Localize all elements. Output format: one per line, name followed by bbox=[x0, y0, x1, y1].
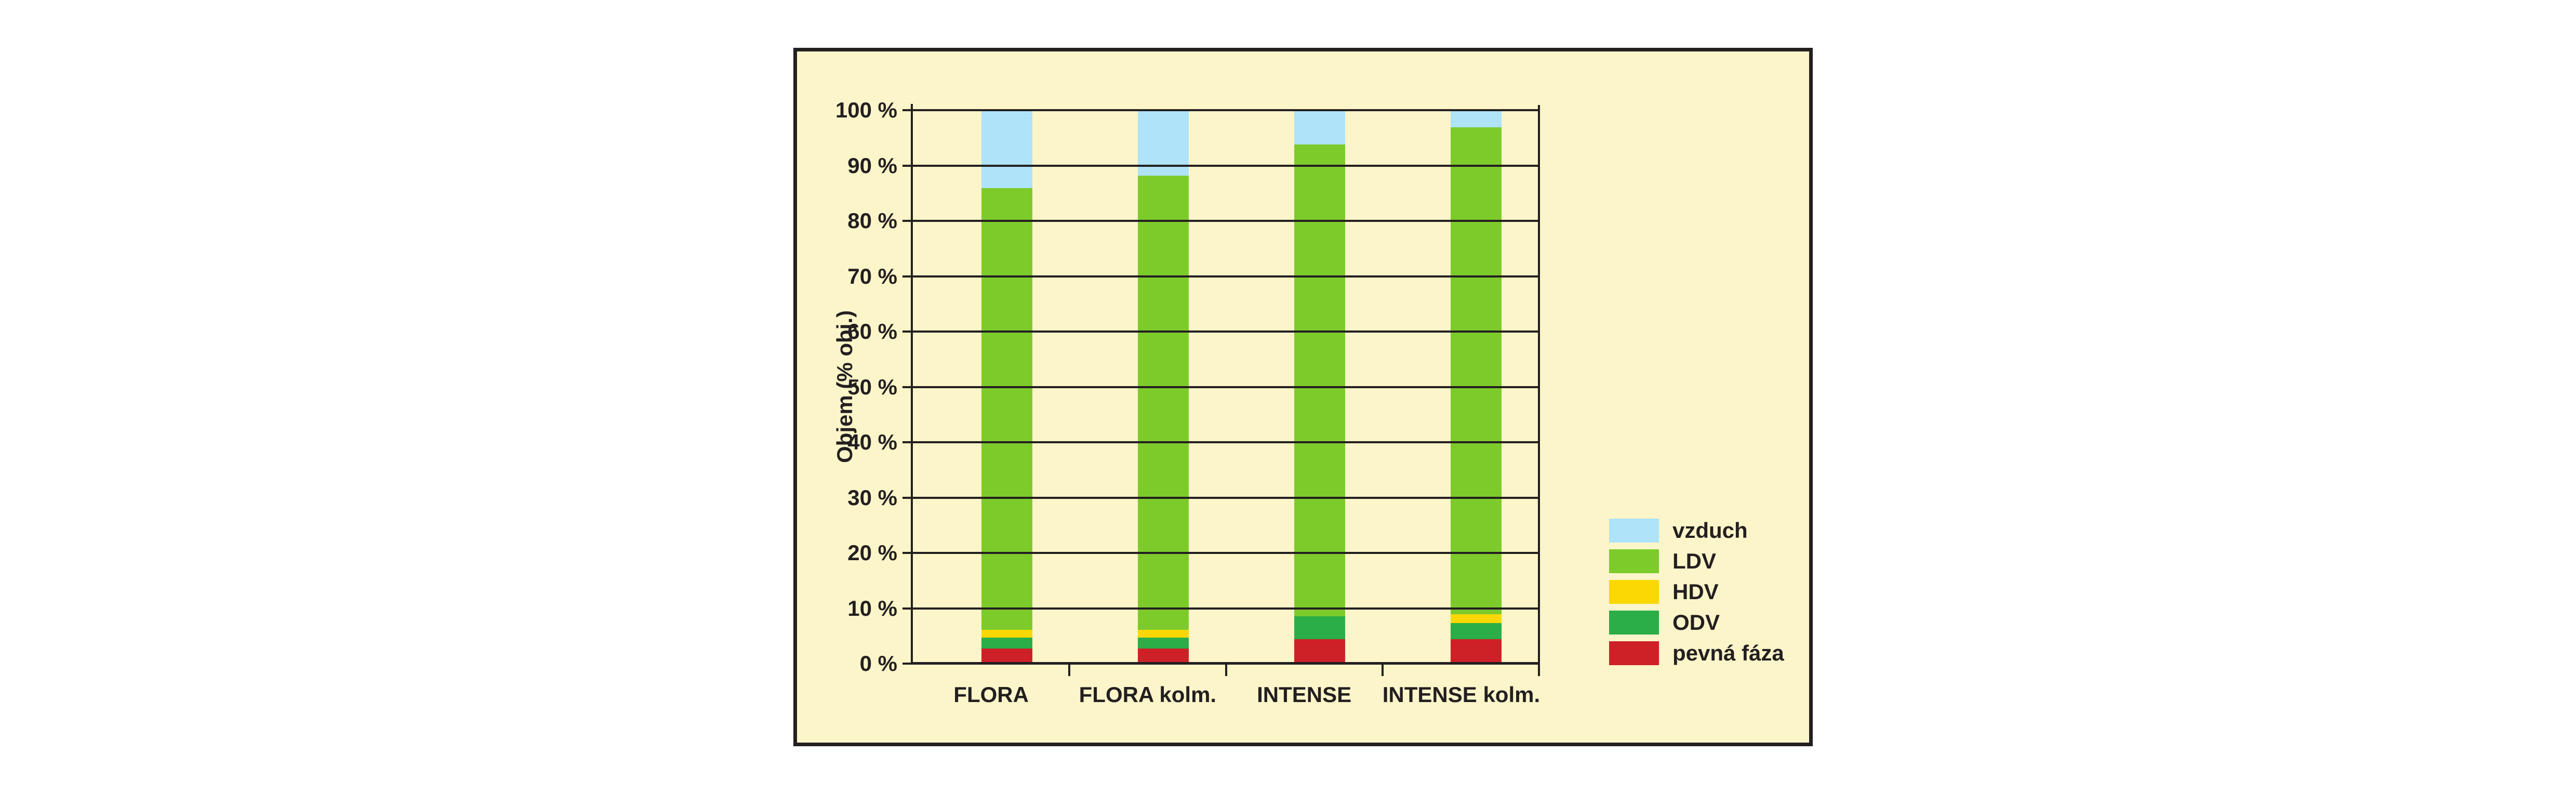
plot-right-border bbox=[1538, 105, 1540, 665]
bar-segment-vzduch bbox=[981, 110, 1032, 189]
bar-segment-ldv bbox=[1451, 127, 1502, 615]
x-axis-line bbox=[913, 662, 1539, 665]
y-tick-10 bbox=[902, 607, 913, 610]
x-category-label-intense: INTENSE bbox=[1257, 682, 1352, 707]
y-tick-20 bbox=[902, 552, 913, 554]
x-tick-1 bbox=[1068, 664, 1071, 676]
legend: vzduch LDV HDV ODV pevná fáza bbox=[1609, 519, 1784, 665]
y-tick-40 bbox=[902, 441, 913, 443]
legend-label-ldv: LDV bbox=[1672, 549, 1716, 573]
x-tick-3 bbox=[1381, 664, 1384, 676]
bar-intense bbox=[1294, 110, 1346, 664]
bar-segment-odv bbox=[981, 637, 1032, 649]
y-tick-label-0: 0 % bbox=[859, 651, 897, 676]
bar-segment-odv bbox=[1294, 616, 1346, 640]
legend-swatch-pevn-f-za bbox=[1609, 641, 1659, 665]
y-axis-line bbox=[911, 104, 913, 665]
y-tick-70 bbox=[902, 275, 913, 277]
legend-label-pevn-f-za: pevná fáza bbox=[1672, 641, 1784, 665]
bar-segment-ldv bbox=[981, 188, 1032, 630]
legend-item-ldv: LDV bbox=[1609, 549, 1784, 573]
bar-segment-vzduch bbox=[1294, 110, 1346, 145]
gridline-10 bbox=[913, 607, 1539, 610]
bar-segment-odv bbox=[1451, 623, 1502, 640]
y-tick-label-90: 90 % bbox=[847, 153, 897, 178]
plot-area: 0 % 10 % 20 % 30 % 40 % 50 % 60 % 70 % 80 % 90 % 1… bbox=[835, 98, 1540, 707]
bar-segment-ldv bbox=[1294, 144, 1346, 617]
gridline-60 bbox=[913, 331, 1539, 333]
legend-item-odv: ODV bbox=[1609, 611, 1784, 635]
bar-segment-hdv bbox=[1137, 630, 1189, 638]
legend-swatch-odv bbox=[1609, 611, 1659, 635]
gridline-100 bbox=[913, 109, 1539, 111]
legend-item-pevn-f-za: pevná fáza bbox=[1609, 641, 1784, 665]
legend-label-odv: ODV bbox=[1672, 610, 1720, 635]
y-tick-label-40: 40 % bbox=[847, 430, 897, 454]
bar-segment-hdv bbox=[981, 630, 1032, 638]
gridline-40 bbox=[913, 441, 1539, 443]
y-tick-label-10: 10 % bbox=[847, 596, 897, 620]
bar-segment-ldv bbox=[1137, 175, 1189, 630]
chart-panel: Objem (% obj.) 0 % 10 % 20 % 30 % 40 % 50 % 60… bbox=[793, 48, 1813, 746]
legend-label-hdv: HDV bbox=[1672, 579, 1719, 604]
y-tick-80 bbox=[902, 220, 913, 222]
gridline-50 bbox=[913, 386, 1539, 388]
gridline-80 bbox=[913, 220, 1539, 222]
legend-swatch-vzduch bbox=[1609, 519, 1659, 543]
y-tick-label-80: 80 % bbox=[847, 208, 897, 233]
y-tick-30 bbox=[902, 496, 913, 499]
y-tick-label-30: 30 % bbox=[847, 485, 897, 510]
y-tick-100 bbox=[902, 109, 913, 111]
y-tick-label-100: 100 % bbox=[835, 98, 897, 122]
x-category-label-flora-kolm-: FLORA kolm. bbox=[1079, 682, 1217, 707]
bar-flora bbox=[981, 110, 1032, 664]
x-category-label-intense-kolm-: INTENSE kolm. bbox=[1382, 682, 1541, 707]
x-category-label-flora: FLORA bbox=[953, 682, 1029, 707]
bar-segment-pevn-f-za bbox=[1137, 649, 1189, 664]
gridline-70 bbox=[913, 275, 1539, 277]
bar-segment-pevn-f-za bbox=[1294, 639, 1346, 664]
bar-segment-pevn-f-za bbox=[1451, 639, 1502, 664]
legend-swatch-ldv bbox=[1609, 549, 1659, 573]
y-tick-label-50: 50 % bbox=[847, 374, 897, 399]
gridline-30 bbox=[913, 496, 1539, 499]
y-tick-label-70: 70 % bbox=[847, 263, 897, 288]
legend-item-vzduch: vzduch bbox=[1609, 519, 1784, 543]
y-tick-60 bbox=[902, 331, 913, 333]
legend-item-hdv: HDV bbox=[1609, 580, 1784, 604]
y-tick-label-20: 20 % bbox=[847, 540, 897, 565]
x-tick-4 bbox=[1538, 664, 1540, 676]
legend-swatch-hdv bbox=[1609, 580, 1659, 604]
gridline-90 bbox=[913, 164, 1539, 167]
bar-segment-vzduch bbox=[1451, 110, 1502, 128]
y-tick-0 bbox=[902, 663, 913, 665]
x-tick-2 bbox=[1225, 664, 1227, 676]
bar-intense-kolm- bbox=[1451, 110, 1502, 664]
bar-segment-pevn-f-za bbox=[981, 649, 1032, 664]
bar-segment-odv bbox=[1137, 637, 1189, 649]
y-tick-50 bbox=[902, 386, 913, 388]
bar-segment-hdv bbox=[1451, 614, 1502, 624]
legend-label-vzduch: vzduch bbox=[1672, 518, 1748, 543]
gridline-20 bbox=[913, 552, 1539, 554]
y-tick-label-60: 60 % bbox=[847, 319, 897, 343]
y-tick-90 bbox=[902, 164, 913, 167]
